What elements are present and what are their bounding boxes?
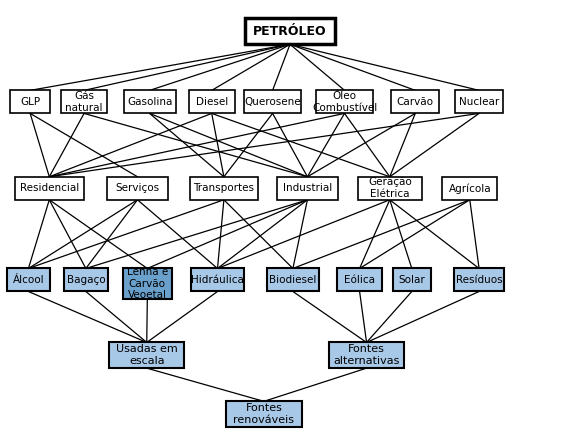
Text: Eólica: Eólica — [344, 275, 375, 285]
FancyBboxPatch shape — [190, 177, 258, 200]
FancyBboxPatch shape — [337, 268, 382, 291]
Text: Carvão: Carvão — [397, 97, 434, 107]
FancyBboxPatch shape — [392, 90, 439, 113]
FancyBboxPatch shape — [244, 90, 301, 113]
Text: Gás
natural: Gás natural — [66, 91, 103, 113]
FancyBboxPatch shape — [15, 177, 84, 200]
Text: Álcool: Álcool — [13, 275, 44, 285]
Text: Diesel: Diesel — [195, 97, 228, 107]
FancyBboxPatch shape — [245, 18, 335, 44]
FancyBboxPatch shape — [10, 90, 50, 113]
Text: Solar: Solar — [398, 275, 425, 285]
FancyBboxPatch shape — [107, 177, 168, 200]
FancyBboxPatch shape — [358, 177, 422, 200]
Text: Biodiesel: Biodiesel — [269, 275, 317, 285]
FancyBboxPatch shape — [316, 90, 373, 113]
Text: Industrial: Industrial — [283, 183, 332, 193]
FancyBboxPatch shape — [455, 90, 503, 113]
FancyBboxPatch shape — [443, 177, 498, 200]
Text: Fontes
renováveis: Fontes renováveis — [233, 404, 295, 425]
FancyBboxPatch shape — [267, 268, 319, 291]
Text: Hidráulica: Hidráulica — [191, 275, 244, 285]
FancyBboxPatch shape — [109, 342, 184, 368]
Text: Bagaço: Bagaço — [67, 275, 105, 285]
FancyBboxPatch shape — [188, 90, 235, 113]
Text: GLP: GLP — [20, 97, 40, 107]
FancyBboxPatch shape — [64, 268, 108, 291]
Text: Querosene: Querosene — [244, 97, 301, 107]
FancyBboxPatch shape — [393, 268, 430, 291]
FancyBboxPatch shape — [123, 268, 172, 299]
Text: Serviços: Serviços — [115, 183, 160, 193]
Text: Fontes
alternativas: Fontes alternativas — [334, 345, 400, 366]
FancyBboxPatch shape — [191, 268, 244, 291]
FancyBboxPatch shape — [61, 90, 107, 113]
Text: Lenha e
Carvão
Veoetal: Lenha e Carvão Veoetal — [126, 267, 168, 300]
Text: Usadas em
escala: Usadas em escala — [116, 345, 177, 366]
Text: PETRÓLEO: PETRÓLEO — [253, 24, 327, 38]
Text: Transportes: Transportes — [193, 183, 255, 193]
Text: Geração
Elétrica: Geração Elétrica — [368, 178, 412, 199]
Text: Resíduos: Resíduos — [456, 275, 502, 285]
Text: Nuclear: Nuclear — [459, 97, 499, 107]
FancyBboxPatch shape — [226, 401, 302, 427]
FancyBboxPatch shape — [124, 90, 176, 113]
FancyBboxPatch shape — [7, 268, 50, 291]
FancyBboxPatch shape — [455, 268, 503, 291]
Text: Residencial: Residencial — [20, 183, 79, 193]
Text: Óleo
Combustível: Óleo Combustível — [312, 91, 377, 113]
FancyBboxPatch shape — [329, 342, 404, 368]
Text: Gasolina: Gasolina — [127, 97, 172, 107]
Text: Agrícola: Agrícola — [448, 183, 491, 194]
FancyBboxPatch shape — [277, 177, 338, 200]
